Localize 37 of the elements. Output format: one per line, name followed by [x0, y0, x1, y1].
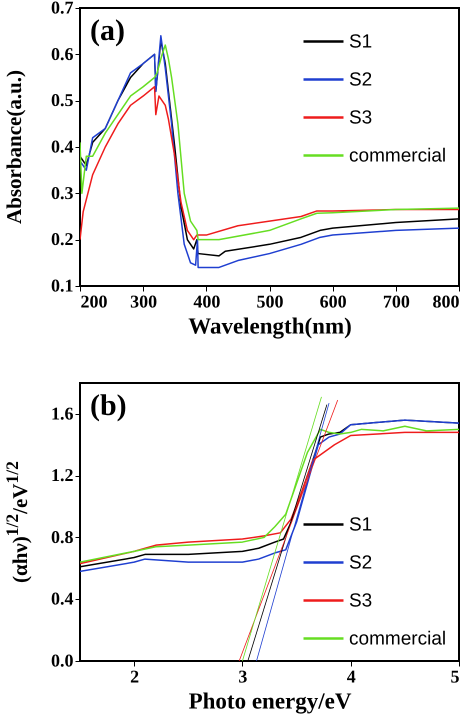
- y-axis-title: Absorbance(a.u.): [2, 69, 27, 226]
- y-tick-label: 0.4: [51, 588, 74, 609]
- y-tick-label: 0.6: [51, 44, 74, 64]
- legend-label: commercial: [349, 628, 446, 650]
- y-tick-label: 0.1: [51, 276, 74, 296]
- x-tick-label: 2: [130, 666, 140, 686]
- annotation: (b): [90, 389, 127, 422]
- x-tick-label: 700: [382, 292, 410, 312]
- y-tick-label: 0.5: [51, 90, 74, 110]
- y-tick-label: 0.4: [51, 136, 74, 156]
- x-tick-label: 600: [320, 292, 347, 312]
- legend-label: S1: [349, 514, 372, 536]
- y-tick-label: 1.6: [51, 403, 74, 424]
- y-tick-label: 1.2: [51, 465, 74, 486]
- x-axis-title: Wavelength(nm): [188, 314, 352, 340]
- x-tick-label: 3: [238, 666, 248, 686]
- legend-label: S3: [349, 108, 372, 128]
- y-tick-label: 0.7: [51, 0, 74, 18]
- legend-label: commercial: [349, 146, 446, 166]
- annotation: (a): [90, 14, 125, 47]
- y-tick-label: 0.3: [51, 182, 74, 203]
- x-tick-label: 400: [193, 292, 220, 312]
- y-tick-label: 0.2: [51, 229, 74, 250]
- x-tick-label: 200: [80, 292, 108, 312]
- line-series: [80, 86, 459, 240]
- y-tick-label: 0.8: [51, 526, 74, 547]
- x-tick-label: 300: [130, 292, 158, 312]
- legend-label: S2: [349, 70, 372, 90]
- x-tick-label: 800: [432, 292, 460, 312]
- legend-label: S1: [349, 32, 372, 52]
- y-tick-label: 0.0: [51, 650, 74, 670]
- x-tick-label: 4: [346, 666, 356, 686]
- legend-label: S2: [349, 552, 372, 574]
- x-tick-label: 500: [256, 292, 284, 312]
- legend-label: S3: [349, 590, 372, 612]
- x-tick-label: 5: [450, 666, 460, 686]
- x-axis-title: Photo energy/eV: [188, 688, 352, 714]
